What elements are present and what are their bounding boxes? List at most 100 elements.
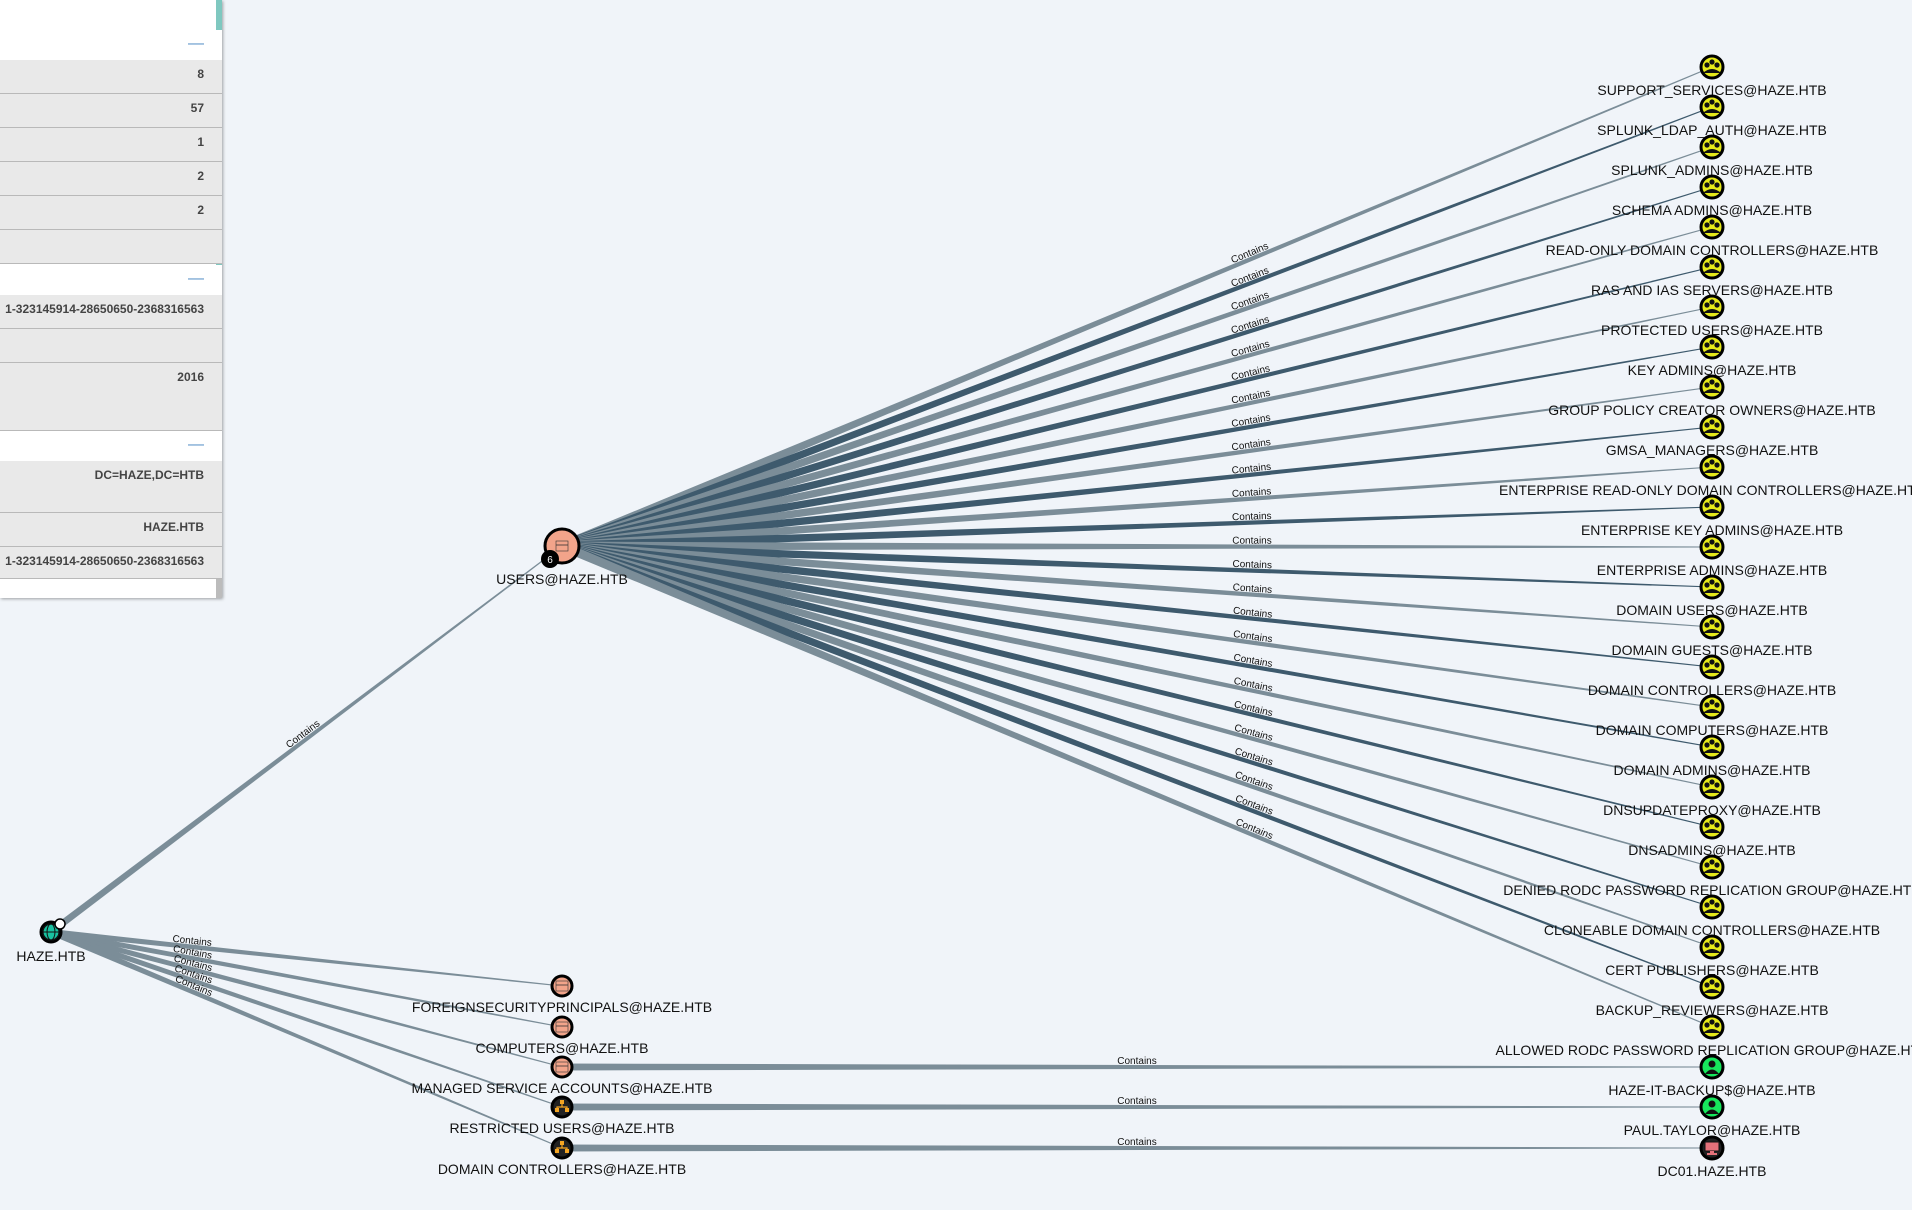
node-group-gmsa-managers-haze-htb[interactable]: GMSA_MANAGERS@HAZE.HTB [1606, 414, 1819, 458]
edge-users-to-group[interactable] [560, 541, 1713, 988]
node-label: DOMAIN GUESTS@HAZE.HTB [1612, 642, 1813, 658]
edge-users-to-group[interactable] [561, 541, 1713, 748]
edge-users-to-group[interactable] [560, 146, 1713, 551]
node-group-key-admins-haze-htb[interactable]: KEY ADMINS@HAZE.HTB [1628, 334, 1797, 378]
property-row: 2 [0, 196, 222, 230]
node-foreignsecurityprincipals-haze-htb[interactable]: FOREIGNSECURITYPRINCIPALS@HAZE.HTB [412, 974, 712, 1015]
edge-domain-to-container[interactable] [50, 929, 563, 1108]
edge-users-to-group[interactable] [561, 346, 1713, 551]
node-domain-controllers-haze-htb[interactable]: DOMAIN CONTROLLERS@HAZE.HTB [438, 1136, 686, 1177]
edge-users-to-group[interactable] [561, 541, 1713, 788]
node-label: SUPPORT_SERVICES@HAZE.HTB [1597, 82, 1826, 98]
property-value: 2 [197, 169, 204, 183]
container-icon [555, 1061, 569, 1073]
node-group-denied-rodc-password-replication-group-haze-htb[interactable]: DENIED RODC PASSWORD REPLICATION GROUP@H… [1503, 854, 1912, 898]
node-group-enterprise-key-admins-haze-htb[interactable]: ENTERPRISE KEY ADMINS@HAZE.HTB [1581, 494, 1843, 538]
node-group-domain-admins-haze-htb[interactable]: DOMAIN ADMINS@HAZE.HTB [1613, 734, 1811, 778]
node-group-read-only-domain-controllers-haze-htb[interactable]: READ-ONLY DOMAIN CONTROLLERS@HAZE.HTB [1546, 214, 1879, 258]
node-group-domain-users-haze-htb[interactable]: DOMAIN USERS@HAZE.HTB [1616, 574, 1808, 618]
node-group-ras-and-ias-servers-haze-htb[interactable]: RAS AND IAS SERVERS@HAZE.HTB [1591, 254, 1833, 298]
panel-section-header[interactable]: — [0, 30, 222, 60]
node-haze-it-backup-haze-htb[interactable]: HAZE-IT-BACKUP$@HAZE.HTB [1608, 1054, 1816, 1098]
edge-users-to-group[interactable] [561, 306, 1713, 551]
node-group-schema-admins-haze-htb[interactable]: SCHEMA ADMINS@HAZE.HTB [1612, 174, 1812, 218]
collapsed-count-badge[interactable]: 6 [541, 550, 559, 568]
node-group-splunk-ldap-auth-haze-htb[interactable]: SPLUNK_LDAP_AUTH@HAZE.HTB [1597, 94, 1827, 138]
edge-users-to-group[interactable] [560, 266, 1713, 551]
node-label: READ-ONLY DOMAIN CONTROLLERS@HAZE.HTB [1546, 242, 1879, 258]
group-icon [1703, 379, 1721, 393]
node-group-domain-computers-haze-htb[interactable]: DOMAIN COMPUTERS@HAZE.HTB [1596, 694, 1829, 738]
group-icon [1703, 179, 1721, 193]
node-group-backup-reviewers-haze-htb[interactable]: BACKUP_REVIEWERS@HAZE.HTB [1596, 974, 1829, 1018]
edge-users-to-group[interactable] [560, 541, 1713, 948]
edge-container-to-leaf[interactable] [562, 1144, 1712, 1152]
edge-users-to-group[interactable] [560, 541, 1713, 908]
node-group-enterprise-read-only-domain-controllers-haze-htb[interactable]: ENTERPRISE READ-ONLY DOMAIN CONTROLLERS@… [1499, 454, 1912, 498]
edge-users-to-group[interactable] [560, 541, 1713, 1028]
edge-label: Contains [1230, 265, 1271, 289]
node-group-support-services-haze-htb[interactable]: SUPPORT_SERVICES@HAZE.HTB [1597, 54, 1827, 98]
panel-section-header[interactable]: — [0, 431, 222, 461]
edge-domain-to-container[interactable] [50, 929, 563, 987]
node-paul-taylor-haze-htb[interactable]: PAUL.TAYLOR@HAZE.HTB [1624, 1094, 1801, 1138]
node-domain[interactable]: HAZE.HTB [16, 918, 86, 964]
node-users-container[interactable]: USERS@HAZE.HTB 6 [496, 527, 628, 587]
edge-users-to-group[interactable] [561, 541, 1713, 628]
property-value: DC=HAZE,DC=HTB [94, 468, 204, 482]
edge-users-to-group[interactable] [561, 541, 1713, 708]
node-group-cloneable-domain-controllers-haze-htb[interactable]: CLONEABLE DOMAIN CONTROLLERS@HAZE.HTB [1544, 894, 1880, 938]
edge-domain-to-container[interactable] [50, 929, 563, 1068]
node-group-splunk-admins-haze-htb[interactable]: SPLUNK_ADMINS@HAZE.HTB [1611, 134, 1813, 178]
node-group-cert-publishers-haze-htb[interactable]: CERT PUBLISHERS@HAZE.HTB [1605, 934, 1819, 978]
node-group-allowed-rodc-password-replication-group-haze-htb[interactable]: ALLOWED RODC PASSWORD REPLICATION GROUP@… [1496, 1014, 1912, 1058]
edge-domain-to-container[interactable] [49, 929, 563, 1149]
edge-domain-to-users[interactable] [48, 545, 563, 935]
property-row: 1-323145914-28650650-2368316563 [0, 295, 222, 329]
edge-container-to-leaf[interactable] [562, 1063, 1712, 1071]
node-group-enterprise-admins-haze-htb[interactable]: ENTERPRISE ADMINS@HAZE.HTB [1597, 534, 1827, 578]
edge-label: Contains [284, 718, 322, 751]
group-icon [1703, 299, 1721, 313]
collapse-icon[interactable]: — [188, 436, 204, 453]
edge-users-to-group[interactable] [561, 466, 1713, 551]
group-icon [1703, 499, 1721, 513]
panel-section-header[interactable]: — [0, 265, 222, 295]
edge-domain-to-container[interactable] [50, 929, 563, 1028]
edge-users-to-group[interactable] [560, 541, 1713, 868]
node-label: CERT PUBLISHERS@HAZE.HTB [1605, 962, 1819, 978]
edge-users-to-group[interactable] [560, 106, 1713, 551]
node-group-dnsadmins-haze-htb[interactable]: DNSADMINS@HAZE.HTB [1628, 814, 1796, 858]
collapse-icon[interactable]: — [188, 35, 204, 52]
node-restricted-users-haze-htb[interactable]: RESTRICTED USERS@HAZE.HTB [449, 1095, 675, 1136]
edge-users-to-group[interactable] [560, 541, 1713, 828]
node-computers-haze-htb[interactable]: COMPUTERS@HAZE.HTB [476, 1015, 649, 1056]
node-dc01-haze-htb[interactable]: DC01.HAZE.HTB [1658, 1135, 1767, 1179]
node-managed-service-accounts-haze-htb[interactable]: MANAGED SERVICE ACCOUNTS@HAZE.HTB [412, 1055, 713, 1096]
edge-users-to-group[interactable] [560, 66, 1713, 551]
edge-users-to-group[interactable] [561, 541, 1712, 588]
edge-users-to-group[interactable] [560, 186, 1713, 551]
edge-container-to-leaf[interactable] [562, 1103, 1712, 1111]
node-group-dnsupdateproxy-haze-htb[interactable]: DNSUPDATEPROXY@HAZE.HTB [1603, 774, 1821, 818]
node-label: DOMAIN USERS@HAZE.HTB [1616, 602, 1808, 618]
property-value: 8 [197, 67, 204, 81]
edge-users-to-group[interactable] [560, 226, 1713, 551]
property-row: 2016 [0, 363, 222, 431]
property-row [0, 230, 222, 264]
edge-users-to-group[interactable] [561, 541, 1713, 668]
collapse-icon[interactable]: — [188, 270, 204, 287]
edge-users-to-group[interactable] [561, 426, 1713, 551]
node-group-domain-guests-haze-htb[interactable]: DOMAIN GUESTS@HAZE.HTB [1612, 614, 1813, 658]
node-group-group-policy-creator-owners-haze-htb[interactable]: GROUP POLICY CREATOR OWNERS@HAZE.HTB [1548, 374, 1876, 418]
edge-label: Contains [1232, 559, 1272, 571]
property-row: HAZE.HTB [0, 513, 222, 547]
group-icon [1703, 59, 1721, 73]
edge-users-to-group[interactable] [561, 386, 1713, 551]
edge-users-to-group[interactable] [561, 506, 1712, 551]
edge-users-to-group[interactable] [562, 541, 1712, 551]
node-group-protected-users-haze-htb[interactable]: PROTECTED USERS@HAZE.HTB [1601, 294, 1823, 338]
edge-label: Contains [1117, 1056, 1156, 1067]
node-group-domain-controllers-haze-htb[interactable]: DOMAIN CONTROLLERS@HAZE.HTB [1588, 654, 1836, 698]
